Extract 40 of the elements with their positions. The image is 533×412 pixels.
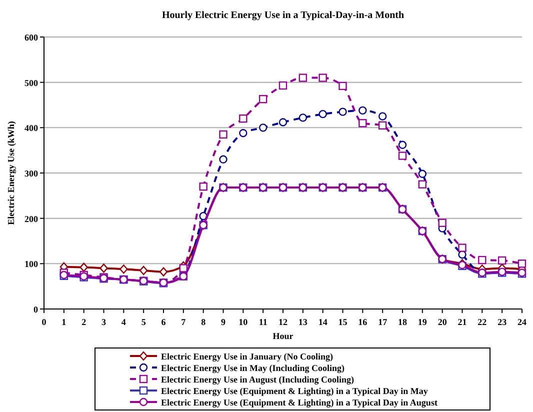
x-tick-label: 12 bbox=[278, 317, 288, 327]
x-tick-label: 0 bbox=[42, 317, 47, 327]
x-tick-label: 13 bbox=[298, 317, 308, 327]
x-tick-label: 5 bbox=[141, 317, 146, 327]
x-axis-title: Hour bbox=[272, 331, 294, 341]
x-tick-label: 8 bbox=[201, 317, 206, 327]
x-tick-label: 11 bbox=[258, 317, 268, 327]
x-tick-label: 20 bbox=[438, 317, 448, 327]
x-tick-label: 9 bbox=[221, 317, 226, 327]
y-tick-label: 300 bbox=[24, 168, 38, 178]
x-tick-label: 1 bbox=[62, 317, 67, 327]
y-tick-label: 600 bbox=[24, 32, 38, 42]
x-tick-label: 16 bbox=[358, 317, 368, 327]
y-tick-label: 100 bbox=[24, 259, 38, 270]
y-tick-label: 400 bbox=[24, 123, 38, 134]
x-tick-label: 15 bbox=[338, 317, 348, 327]
x-tick-label: 4 bbox=[121, 317, 126, 327]
x-tick-label: 10 bbox=[238, 317, 248, 327]
x-tick-label: 2 bbox=[82, 317, 87, 327]
chart-title: Hourly Electric Energy Use in a Typical-Day-in-a Month bbox=[162, 10, 404, 21]
legend-label: Electric Energy Use in August (Including Cooling) bbox=[161, 374, 354, 384]
legend-label: Electric Energy Use in May (Including Cooling) bbox=[161, 363, 344, 373]
legend-label: Electric Energy Use in January (No Cooling) bbox=[161, 352, 333, 362]
y-axis-title: Electric Energy Use (kWh) bbox=[6, 121, 16, 225]
x-tick-label: 24 bbox=[518, 317, 527, 327]
x-tick-label: 17 bbox=[378, 317, 388, 327]
x-tick-label: 7 bbox=[181, 317, 186, 327]
y-tick-label: 500 bbox=[24, 78, 38, 88]
x-tick-label: 23 bbox=[498, 317, 508, 327]
x-tick-label: 18 bbox=[398, 317, 408, 327]
x-tick-label: 3 bbox=[102, 317, 106, 327]
x-tick-label: 19 bbox=[418, 317, 428, 327]
legend-label: Electric Energy Use (Equipment & Lighting) in a Typical Day in August bbox=[161, 398, 438, 408]
x-tick-label: 22 bbox=[478, 317, 488, 327]
y-tick-label: 200 bbox=[24, 214, 38, 224]
y-tick-label: 0 bbox=[34, 304, 38, 314]
x-tick-label: 6 bbox=[161, 317, 166, 327]
x-tick-label: 21 bbox=[458, 317, 468, 327]
x-tick-label: 14 bbox=[318, 317, 328, 327]
legend-label: Electric Energy Use (Equipment & Lighting) in a Typical Day in May bbox=[161, 386, 428, 396]
